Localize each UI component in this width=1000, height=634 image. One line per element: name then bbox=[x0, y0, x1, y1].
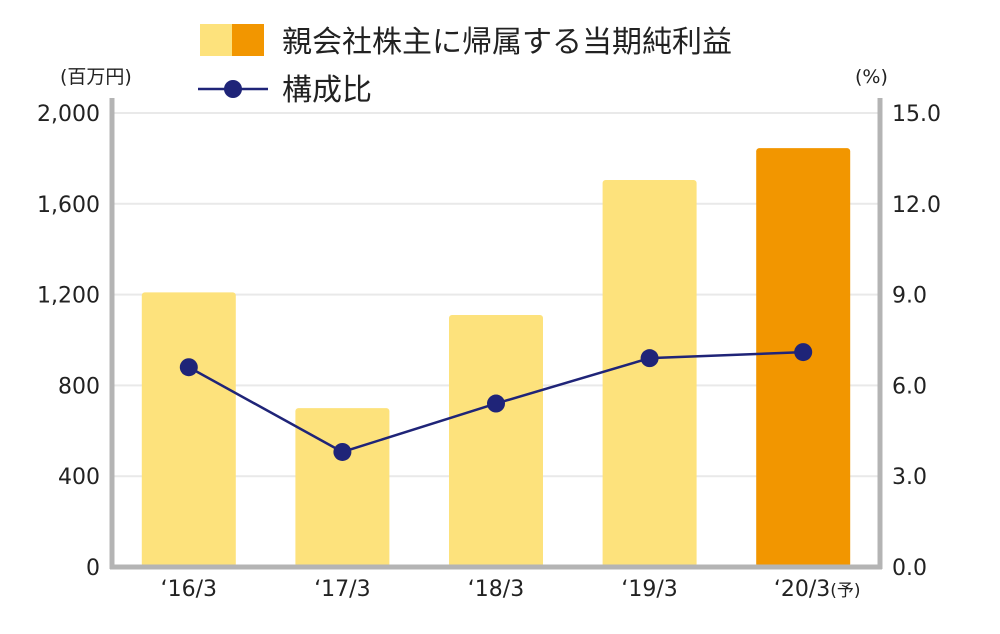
left-tick-label: 400 bbox=[58, 465, 100, 490]
ratio-point-1 bbox=[333, 442, 352, 461]
legend-line-marker bbox=[224, 80, 242, 98]
ratio-point-3 bbox=[640, 349, 659, 368]
left-tick-label: 0 bbox=[86, 556, 100, 581]
bar-series bbox=[141, 148, 851, 567]
left-axis-unit: (百万円) bbox=[60, 66, 132, 88]
right-tick-label: 3.0 bbox=[892, 465, 927, 490]
bar-1 bbox=[295, 408, 390, 567]
category-label: ‘20/3(予) bbox=[774, 577, 861, 602]
legend-bar-swatch-dark bbox=[232, 24, 264, 56]
bar-3 bbox=[602, 179, 697, 567]
right-tick-label: 6.0 bbox=[892, 374, 927, 399]
category-label: ‘17/3 bbox=[314, 577, 370, 602]
category-label: ‘16/3 bbox=[161, 577, 217, 602]
left-tick-label: 1,600 bbox=[37, 193, 100, 218]
ratio-point-2 bbox=[487, 394, 505, 413]
category-label: ‘19/3 bbox=[621, 577, 677, 602]
legend: 親会社株主に帰属する当期純利益 構成比 bbox=[198, 24, 732, 108]
right-tick-label: 0.0 bbox=[892, 556, 927, 581]
line-series bbox=[179, 343, 813, 461]
legend-line-label: 構成比 bbox=[282, 73, 372, 108]
forecast-suffix: (予) bbox=[830, 581, 860, 601]
legend-bar-label: 親会社株主に帰属する当期純利益 bbox=[282, 25, 732, 60]
legend-bar-swatch-light bbox=[200, 24, 232, 56]
right-axis-unit: (%) bbox=[855, 66, 888, 88]
gridlines bbox=[112, 112, 880, 478]
tick-labels: 0 400 800 1,200 1,600 2,000 0.0 3.0 6.0 9.0 12.0 15… bbox=[37, 102, 941, 602]
right-tick-label: 12.0 bbox=[892, 193, 941, 218]
left-tick-label: 1,200 bbox=[37, 284, 100, 309]
ratio-point-0 bbox=[179, 358, 198, 377]
right-tick-label: 9.0 bbox=[892, 284, 927, 309]
left-tick-label: 800 bbox=[58, 374, 100, 399]
bar-2 bbox=[449, 315, 543, 567]
ratio-point-4 bbox=[794, 343, 813, 362]
category-label: ‘18/3 bbox=[468, 577, 524, 602]
bar-0 bbox=[141, 292, 236, 567]
axes bbox=[109, 98, 883, 570]
left-tick-label: 2,000 bbox=[37, 102, 100, 127]
right-tick-label: 15.0 bbox=[892, 102, 941, 127]
